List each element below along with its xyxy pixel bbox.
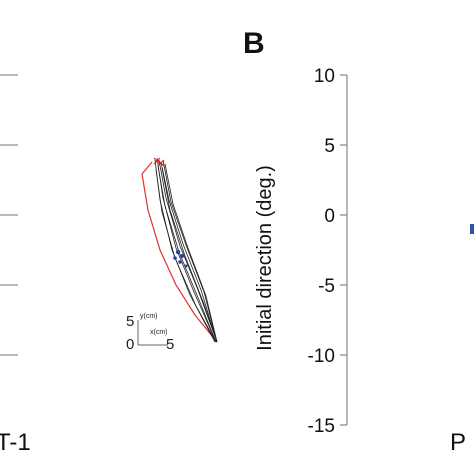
left-panel-edge-ticks — [0, 74, 18, 356]
y-axis-title-group: Initial direction (deg.) — [254, 165, 276, 351]
scale-y-unit: y(cm) — [140, 313, 158, 320]
trial-trajectory — [164, 163, 218, 343]
y-tick-label: 10 — [314, 66, 335, 87]
y-axis-title: Initial direction (deg.) — [254, 165, 276, 351]
y-tick-label: -15 — [308, 416, 335, 437]
y-tick-label: 0 — [324, 206, 335, 227]
scale-x-value: 5 — [166, 336, 174, 353]
y-tick-label: -5 — [318, 276, 335, 297]
start-markers — [153, 157, 165, 167]
y-ticks: 10 5 0 -5 -10 -15 — [308, 66, 347, 437]
y-tick-label: -10 — [308, 346, 335, 367]
y-tick-label: 5 — [324, 136, 335, 157]
trial-trajectory — [162, 159, 218, 343]
highlight-trajectory — [141, 161, 218, 343]
data-points — [470, 224, 474, 234]
trial-trajectory — [161, 167, 218, 343]
blue-markers — [173, 249, 188, 268]
trial-trajectory — [155, 169, 217, 343]
scale-bar: 5 y(cm) 0 x(cm) 5 — [126, 313, 174, 353]
data-point — [470, 224, 474, 234]
right-partial-axis-label: P — [450, 429, 466, 456]
panel-letter: B — [243, 27, 265, 60]
scale-origin: 0 — [126, 336, 134, 353]
trial-trajectory — [158, 159, 218, 343]
left-partial-axis-label: T-1 — [0, 429, 31, 456]
scale-y-value: 5 — [126, 313, 134, 330]
trajectory-plot — [141, 157, 218, 343]
scale-x-unit: x(cm) — [150, 329, 168, 336]
trial-trajectory — [160, 161, 218, 343]
